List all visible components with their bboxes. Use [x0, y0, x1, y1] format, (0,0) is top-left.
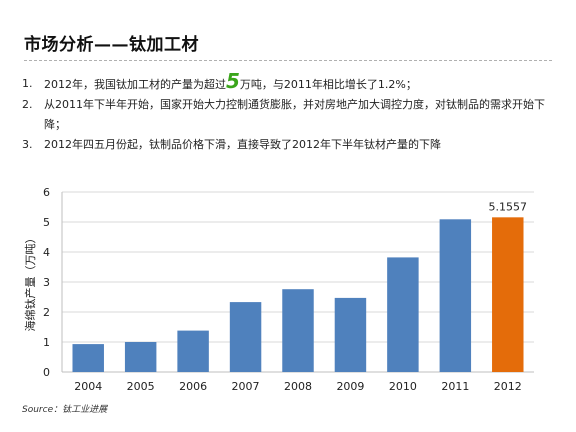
point-text-continued: 万吨，与2011年相比增长了1.2%；: [239, 78, 417, 91]
x-tick-label: 2007: [232, 380, 260, 393]
page-title: 市场分析——钛加工材: [24, 35, 199, 55]
bar: [439, 219, 472, 372]
x-tick-label: 2008: [284, 380, 312, 393]
y-tick-label: 0: [43, 366, 50, 379]
y-tick-label: 6: [43, 186, 50, 199]
bar: [282, 289, 314, 372]
x-tick-label: 2011: [441, 380, 469, 393]
bar: [229, 302, 262, 372]
y-tick-label: 2: [43, 306, 50, 319]
key-points-list: 1. 2012年，我国钛加工材的产量为超过5万吨，与2011年相比增长了1.2%…: [22, 71, 552, 155]
list-number: 3.: [22, 138, 33, 151]
y-tick-label: 5: [43, 216, 50, 229]
data-label: 5.1557: [489, 200, 528, 213]
bar: [334, 297, 367, 372]
y-tick-label: 4: [43, 246, 50, 259]
title-divider: [24, 60, 552, 62]
x-tick-label: 2010: [389, 380, 417, 393]
bar: [177, 330, 209, 372]
list-item: 1. 2012年，我国钛加工材的产量为超过5万吨，与2011年相比增长了1.2%…: [22, 71, 552, 95]
y-tick-label: 3: [43, 276, 50, 289]
point-text: 2012年，我国钛加工材的产量为超过: [44, 78, 226, 91]
x-tick-label: 2005: [127, 380, 155, 393]
bar: [387, 257, 419, 372]
y-tick-label: 1: [43, 336, 50, 349]
x-tick-label: 2004: [74, 380, 102, 393]
bar: [72, 344, 104, 372]
point-text: 2012年四五月份起，钛制品价格下滑，直接导致了2012年下半年钛材产量的下降: [44, 138, 441, 151]
bar: [492, 217, 524, 372]
list-number: 2.: [22, 98, 33, 111]
bar: [124, 342, 157, 372]
list-item: 2. 从2011年下半年开始，国家开始大力控制通货膨胀，并对房地产加大调控力度，…: [22, 95, 552, 135]
list-number: 1.: [22, 77, 33, 90]
point-text: 从2011年下半年开始，国家开始大力控制通货膨胀，并对房地产加大调控力度，对钛制…: [44, 98, 545, 131]
x-tick-label: 2006: [179, 380, 207, 393]
y-axis-label: 海绵钛产量（万吨）: [23, 233, 37, 332]
x-tick-label: 2009: [336, 380, 364, 393]
list-item: 3. 2012年四五月份起，钛制品价格下滑，直接导致了2012年下半年钛材产量的…: [22, 135, 552, 155]
x-tick-label: 2012: [494, 380, 522, 393]
source-note: Source：钛工业进展: [22, 405, 108, 415]
highlight-number: 5: [226, 69, 240, 93]
